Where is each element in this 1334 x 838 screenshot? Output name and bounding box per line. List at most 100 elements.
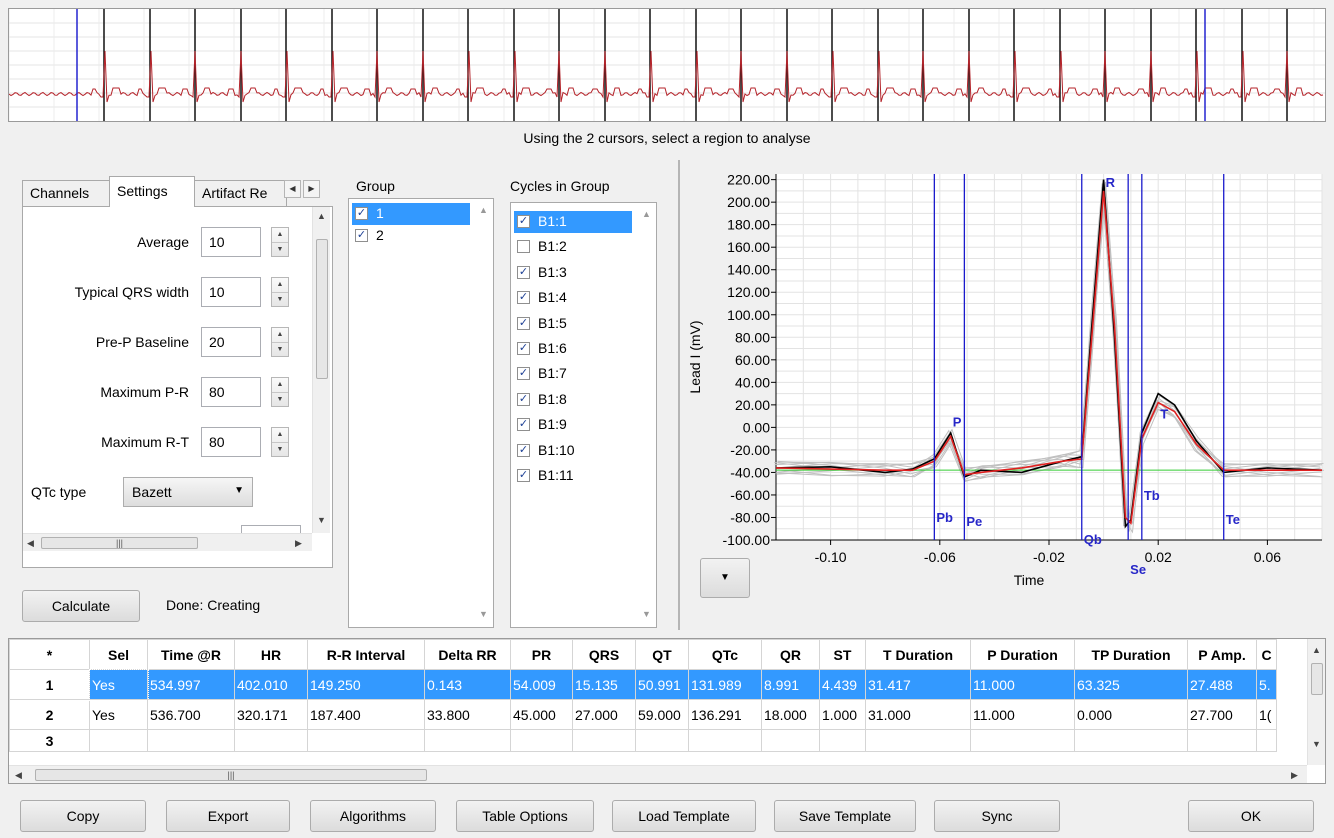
table-cell[interactable]: 15.135 xyxy=(572,669,636,700)
scroll-up-icon[interactable]: ▲ xyxy=(642,209,651,219)
table-cell[interactable]: Yes xyxy=(88,668,149,701)
row-header[interactable]: 2 xyxy=(9,699,90,730)
column-header[interactable]: QR xyxy=(761,639,820,670)
spin-up-icon[interactable]: ▲ xyxy=(276,381,284,388)
cycle-item[interactable]: B1:6 xyxy=(514,338,632,360)
cycle-checkbox[interactable] xyxy=(517,342,530,355)
tab-scroll-left-icon[interactable]: ◀ xyxy=(284,180,301,198)
table-cell[interactable]: 8.991 xyxy=(761,669,820,700)
column-header[interactable]: ST xyxy=(819,639,866,670)
column-header[interactable]: TP Duration xyxy=(1074,639,1188,670)
table-cell[interactable] xyxy=(970,729,1075,752)
table-cell[interactable]: 11.000 xyxy=(970,699,1075,730)
column-header[interactable]: Sel xyxy=(89,639,148,670)
table-cell[interactable]: 27.488 xyxy=(1187,669,1257,700)
table-cell[interactable]: 45.000 xyxy=(510,699,573,730)
max-pr-spinner[interactable]: ▲ ▼ xyxy=(271,377,289,407)
table-cell[interactable]: 54.009 xyxy=(510,669,573,700)
spin-down-icon[interactable]: ▼ xyxy=(272,292,288,306)
table-cell[interactable] xyxy=(688,729,762,752)
table-cell[interactable]: 50.991 xyxy=(635,669,689,700)
cycle-item[interactable]: B1:10 xyxy=(514,440,632,462)
table-options-button[interactable]: Table Options xyxy=(456,800,594,832)
load-template-button[interactable]: Load Template xyxy=(612,800,756,832)
group-list-scrollbar[interactable]: ▲ ▼ xyxy=(475,199,493,627)
group-item[interactable]: 2 xyxy=(352,225,470,247)
table-cell[interactable] xyxy=(147,729,235,752)
cycle-item[interactable]: B1:2 xyxy=(514,236,632,258)
table-cell[interactable] xyxy=(1074,729,1188,752)
cycle-item[interactable]: B1:7 xyxy=(514,363,632,385)
group-checkbox[interactable] xyxy=(355,207,368,220)
table-horizontal-scrollbar[interactable]: ◀ ||| ▶ xyxy=(9,765,1307,783)
average-spinner[interactable]: ▲ ▼ xyxy=(271,227,289,257)
cycle-checkbox[interactable] xyxy=(517,240,530,254)
scroll-right-icon[interactable]: ▶ xyxy=(1291,770,1298,780)
group-checkbox[interactable] xyxy=(355,229,368,242)
scroll-left-icon[interactable]: ◀ xyxy=(27,538,34,548)
settings-hscroll-thumb[interactable]: ||| xyxy=(41,537,198,549)
table-cell[interactable]: 1( xyxy=(1256,699,1277,730)
table-cell[interactable]: 4.439 xyxy=(819,669,866,700)
column-header[interactable]: QT xyxy=(635,639,689,670)
max-rt-spinner[interactable]: ▲ ▼ xyxy=(271,427,289,457)
cycle-item[interactable]: B1:1 xyxy=(514,211,632,233)
scroll-down-icon[interactable]: ▼ xyxy=(642,609,651,619)
table-cell[interactable]: 11.000 xyxy=(970,669,1075,700)
table-cell[interactable]: 320.171 xyxy=(234,699,308,730)
table-vscroll-thumb[interactable] xyxy=(1311,663,1323,695)
scroll-down-icon[interactable]: ▼ xyxy=(1312,739,1321,749)
scroll-up-icon[interactable]: ▲ xyxy=(1312,645,1321,655)
cycles-list-scrollbar[interactable]: ▲ ▼ xyxy=(638,203,656,627)
tab-scroll-right-icon[interactable]: ▶ xyxy=(303,180,320,198)
table-cell[interactable]: 1.000 xyxy=(819,699,866,730)
table-cell[interactable] xyxy=(424,729,511,752)
cycle-item[interactable]: B1:8 xyxy=(514,389,632,411)
spin-down-icon[interactable]: ▼ xyxy=(272,442,288,456)
scroll-up-icon[interactable]: ▲ xyxy=(317,211,326,221)
cycle-checkbox[interactable] xyxy=(517,316,530,330)
cycle-checkbox[interactable] xyxy=(517,418,530,432)
qrs-width-input[interactable]: 10 xyxy=(201,277,261,307)
ecg-overview-trace[interactable] xyxy=(8,9,1325,121)
ok-button[interactable]: OK xyxy=(1188,800,1314,832)
spin-down-icon[interactable]: ▼ xyxy=(272,242,288,256)
table-cell[interactable]: 33.800 xyxy=(424,699,511,730)
table-cell[interactable]: 59.000 xyxy=(635,699,689,730)
row-header[interactable]: 1 xyxy=(9,669,90,700)
column-header[interactable]: T Duration xyxy=(865,639,971,670)
table-cell[interactable]: 149.250 xyxy=(307,669,425,700)
cycle-item[interactable]: B1:3 xyxy=(514,262,632,284)
table-cell[interactable] xyxy=(1256,729,1277,752)
qtc-type-dropdown[interactable]: Bazett ▼ xyxy=(123,477,253,507)
scroll-left-icon[interactable]: ◀ xyxy=(15,770,22,780)
settings-vertical-scrollbar[interactable]: ▲ ▼ xyxy=(312,207,330,533)
average-input[interactable]: 10 xyxy=(201,227,261,257)
spin-up-icon[interactable]: ▲ xyxy=(276,281,284,288)
cycle-checkbox[interactable] xyxy=(517,367,530,381)
algorithms-button[interactable]: Algorithms xyxy=(310,800,436,832)
cycle-item[interactable]: B1:4 xyxy=(514,287,632,309)
sync-button[interactable]: Sync xyxy=(934,800,1060,832)
table-cell[interactable]: 31.417 xyxy=(865,669,971,700)
group-item[interactable]: 1 xyxy=(352,203,470,225)
scroll-up-icon[interactable]: ▲ xyxy=(479,205,488,215)
table-hscroll-thumb[interactable]: ||| xyxy=(35,769,427,781)
settings-vscroll-thumb[interactable] xyxy=(316,239,328,379)
table-cell[interactable]: 18.000 xyxy=(761,699,820,730)
scroll-down-icon[interactable]: ▼ xyxy=(317,515,326,525)
table-cell[interactable] xyxy=(819,729,866,752)
table-cell[interactable]: 0.143 xyxy=(424,669,511,700)
column-header[interactable]: PR xyxy=(510,639,573,670)
tab-settings[interactable]: Settings xyxy=(109,176,195,207)
table-cell[interactable]: 534.997 xyxy=(147,669,235,700)
table-cell[interactable] xyxy=(1187,729,1257,752)
pre-p-baseline-spinner[interactable]: ▲ ▼ xyxy=(271,327,289,357)
spin-down-icon[interactable]: ▼ xyxy=(272,342,288,356)
table-cell[interactable]: 5. xyxy=(1256,669,1277,700)
column-header[interactable]: Time @R xyxy=(147,639,235,670)
column-header[interactable]: R-R Interval xyxy=(307,639,425,670)
table-row[interactable]: 3 xyxy=(9,729,1277,752)
spin-up-icon[interactable]: ▲ xyxy=(276,231,284,238)
spin-up-icon[interactable]: ▲ xyxy=(276,431,284,438)
